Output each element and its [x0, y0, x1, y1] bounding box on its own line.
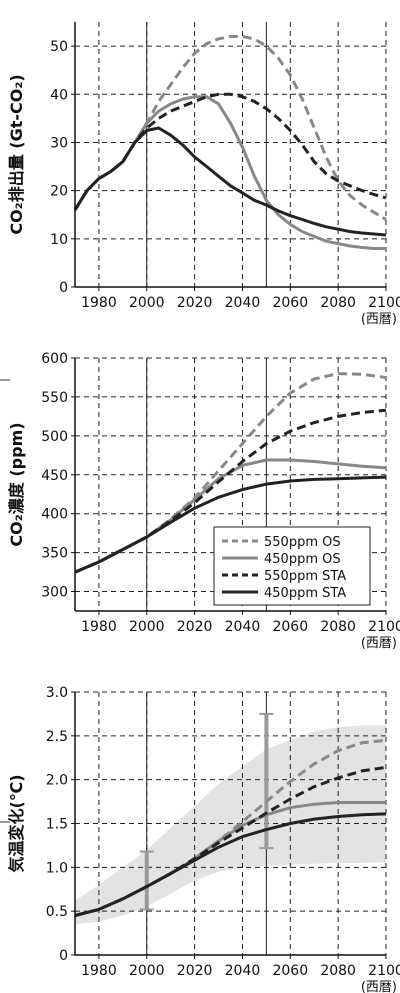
- x-tick-label: 1980: [81, 619, 117, 635]
- y-tick-label: 1.0: [46, 860, 68, 876]
- series-line-450sta: [74, 812, 387, 917]
- y-tick-label: 0: [59, 280, 68, 296]
- x-tick-label: 2080: [320, 963, 356, 979]
- temperature-panel: 1980 2000 2020 2040 2060 2080 2100 0 0.5 1.0 1.5 2.…: [7, 685, 400, 993]
- series-line-450os: [73, 95, 386, 250]
- y-axis-label: CO₂排出量 (Gt-CO₂): [7, 74, 26, 234]
- y-tick-label: 300: [41, 585, 68, 601]
- uncertainty-band: [75, 725, 386, 925]
- x-axis-unit: (西暦): [361, 636, 397, 651]
- y-axis-label: 気温変化(℃): [7, 774, 26, 872]
- x-tick-label: 2040: [225, 295, 261, 311]
- x-tick-label: 2060: [272, 963, 308, 979]
- x-tick-label: 1980: [81, 295, 117, 311]
- series-line-550sta: [73, 92, 387, 211]
- legend-label: 550ppm STA: [264, 569, 346, 584]
- x-tick-label: 2080: [320, 619, 356, 635]
- y-tick-label: 20: [50, 184, 68, 200]
- y-tick-label: 0.5: [46, 904, 68, 920]
- x-tick-label: 2020: [177, 295, 213, 311]
- y-tick-label: 450: [41, 468, 68, 484]
- y-tick-label: 40: [50, 87, 68, 103]
- y-axis-label: CO₂濃度 (ppm): [7, 422, 26, 546]
- y-tick-label: 10: [50, 232, 68, 248]
- y-tick-label: 30: [50, 135, 68, 151]
- x-tick-label: 2100: [368, 619, 400, 635]
- legend-label: 450ppm STA: [264, 586, 346, 601]
- x-tick-label: 2080: [320, 295, 356, 311]
- x-tick-label: 2040: [225, 619, 261, 635]
- x-tick-label: 2060: [272, 619, 308, 635]
- x-tick-label: 2000: [129, 295, 165, 311]
- x-tick-label: 2060: [272, 295, 308, 311]
- y-tick-label: 0: [59, 948, 68, 964]
- y-tick-label: 600: [41, 351, 68, 367]
- x-tick-label: 2020: [177, 619, 213, 635]
- concentration-panel: 1980 2000 2020 2040 2060 2080 2100 300 350 400 450…: [7, 351, 400, 651]
- x-axis-unit: (西暦): [361, 980, 397, 993]
- y-tick-label: 2.5: [46, 729, 68, 745]
- x-tick-label: 1980: [81, 963, 117, 979]
- y-tick-label: 1.5: [46, 817, 68, 833]
- y-tick-label: 50: [50, 39, 68, 55]
- x-tick-label: 2000: [129, 619, 165, 635]
- legend-label: 450ppm OS: [264, 552, 341, 567]
- x-tick-label: 2020: [177, 963, 213, 979]
- y-tick-label: 500: [41, 429, 68, 445]
- x-axis-unit: (西暦): [361, 312, 397, 327]
- series-line-550os: [74, 738, 387, 917]
- series-line-450sta: [73, 126, 387, 237]
- series-line-550os: [73, 35, 387, 221]
- series-line-450sta: [74, 475, 387, 574]
- legend: 550ppm OS 450ppm OS 550ppm STA 450ppm STA: [213, 526, 371, 606]
- x-tick-label: 2000: [129, 963, 165, 979]
- x-tick-label: 2100: [368, 963, 400, 979]
- series-line-550sta: [74, 765, 387, 917]
- legend-label: 550ppm OS: [264, 535, 341, 550]
- y-tick-label: 2.0: [46, 773, 68, 789]
- y-tick-label: 3.0: [46, 685, 68, 701]
- x-tick-label: 2100: [368, 295, 400, 311]
- emissions-panel: 1980 2000 2020 2040 2060 2080 2100 0 10 20 30 40 50 (…: [7, 22, 400, 327]
- y-tick-label: 350: [41, 546, 68, 562]
- y-tick-label: 550: [41, 390, 68, 406]
- y-tick-label: 400: [41, 507, 68, 523]
- x-tick-label: 2040: [225, 963, 261, 979]
